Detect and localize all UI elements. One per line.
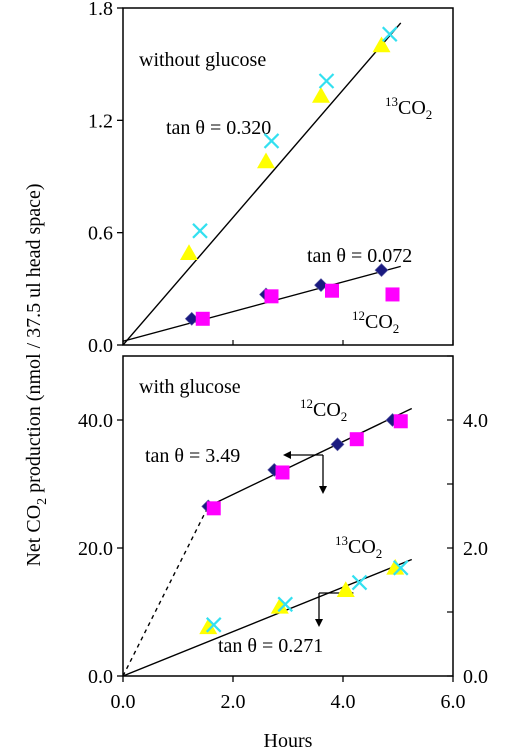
top-ytick-label: 1.8 <box>88 0 113 20</box>
bottom-point-triangle <box>270 597 289 614</box>
bottom-point-square <box>275 465 290 480</box>
bottom-tan-label-12co2: tan θ = 3.49 <box>145 445 240 467</box>
bottom-fit-line-2 <box>122 558 413 677</box>
bottom-13co2-label: 13CO2 <box>335 533 382 561</box>
top-point-triangle <box>312 86 330 103</box>
bottom-ytick-left-label: 20.0 <box>78 538 113 560</box>
bottom-xtick-label: 0.0 <box>111 691 136 713</box>
bottom-xtick-label: 6.0 <box>441 691 466 713</box>
bottom-fit-line-1 <box>122 506 209 677</box>
bottom-annotation: with glucose <box>139 376 241 398</box>
bottom-point-x <box>277 596 294 613</box>
bottom-fit-line-0 <box>207 407 413 508</box>
bottom-ytick-right-label: 2.0 <box>463 538 488 560</box>
top-plot-frame <box>122 7 454 346</box>
bottom-plot-frame <box>122 355 454 677</box>
y-axis-label: Net CO2 production (nmol / 37.5 ul head … <box>23 183 50 566</box>
bottom-point-square <box>206 501 221 516</box>
top-ytick-label: 0.6 <box>88 223 113 245</box>
bottom-point-triangle <box>386 558 405 575</box>
top-tan-label-12co2: tan θ = 0.072 <box>307 245 412 267</box>
bottom-ytick-left-label: 40.0 <box>78 410 113 432</box>
top-point-triangle <box>180 244 198 261</box>
top-point-square <box>264 289 279 304</box>
bottom-point-diamond <box>330 437 345 452</box>
slope-arrow-12co2 <box>283 451 327 494</box>
top-point-x <box>381 26 398 42</box>
top-point-triangle <box>257 152 275 169</box>
bottom-point-x <box>205 617 222 633</box>
top-annotation: without glucose <box>139 49 266 71</box>
top-point-square <box>385 287 400 302</box>
top-tan-label-13co2: tan θ = 0.320 <box>166 117 271 139</box>
top-point-x <box>318 73 335 89</box>
x-axis-label: Hours <box>264 730 313 752</box>
top-fit-line-1 <box>122 265 401 342</box>
bottom-ytick-right-label: 4.0 <box>463 410 488 432</box>
bottom-point-x <box>392 560 409 576</box>
top-point-x <box>263 133 280 149</box>
bottom-tan-label-13co2: tan θ = 0.271 <box>218 635 323 657</box>
bottom-ytick-right-label: 0.0 <box>463 666 488 688</box>
top-point-diamond <box>374 263 389 278</box>
bottom-point-triangle <box>199 618 218 635</box>
top-point-diamond <box>314 278 328 293</box>
top-13co2-label: 13CO2 <box>385 94 432 122</box>
top-12co2-label: 12CO2 <box>352 308 399 336</box>
bottom-xtick-label: 4.0 <box>331 691 356 713</box>
top-point-x <box>192 223 208 239</box>
top-point-square <box>325 283 339 298</box>
bottom-point-triangle <box>336 581 355 597</box>
bottom-point-square <box>393 414 408 429</box>
top-ytick-label: 0.0 <box>88 335 113 357</box>
bottom-point-square <box>349 432 364 447</box>
bottom-ytick-left-label: 0.0 <box>88 666 113 688</box>
top-point-triangle <box>372 36 391 53</box>
top-ytick-label: 1.2 <box>88 110 113 132</box>
bottom-xtick-label: 2.0 <box>221 691 246 713</box>
bottom-point-x <box>351 574 368 591</box>
top-point-square <box>195 311 210 326</box>
bottom-12co2-label: 12CO2 <box>300 396 347 424</box>
top-fit-line-0 <box>122 22 402 346</box>
